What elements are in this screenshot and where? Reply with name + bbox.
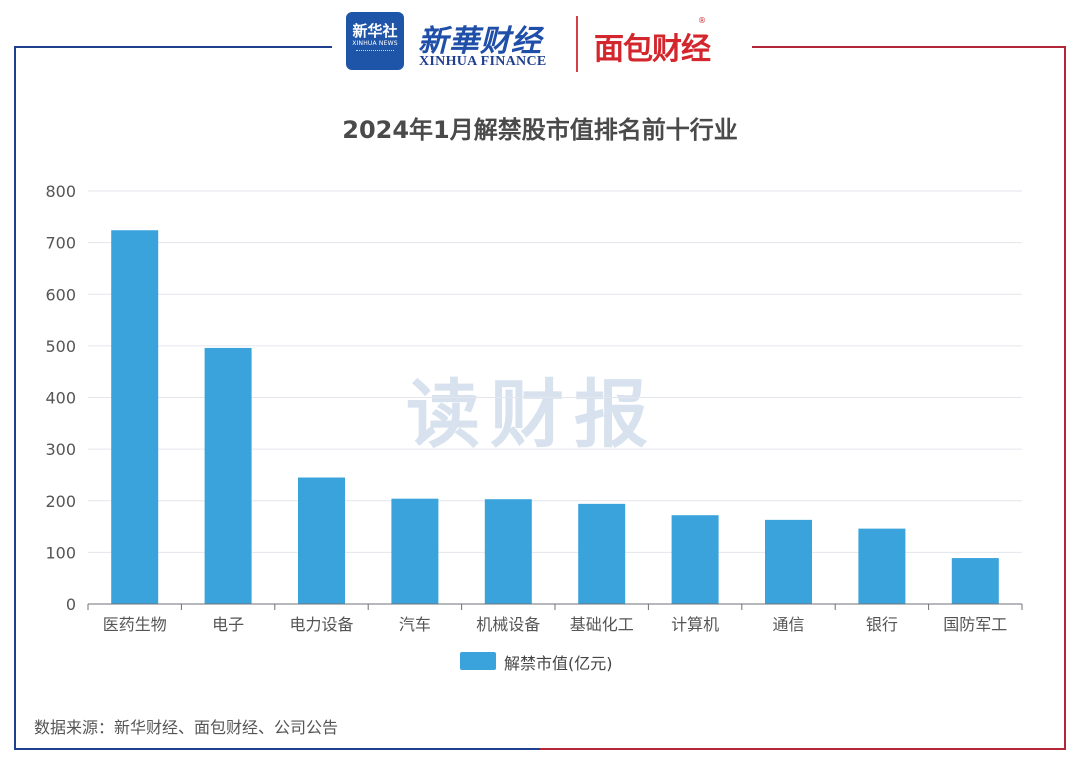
x-category-label: 通信 [772,615,804,634]
legend-swatch [460,652,496,670]
header-logos: 新华社 XINHUA NEWS 新華财经 XINHUA FINANCE 面包财经… [344,10,744,72]
x-category-label: 医药生物 [103,615,167,634]
registered-mark: ® [698,16,706,25]
xinhua-news-logo: 新华社 XINHUA NEWS [346,12,404,70]
y-tick-label: 500 [45,337,76,356]
header-divider [576,16,578,72]
y-tick-label: 400 [45,389,76,408]
mianbao-finance-logo: 面包财经 [594,32,711,67]
y-tick-label: 100 [45,543,76,562]
frame-left-border [14,46,16,750]
bar[interactable] [204,347,252,604]
watermark: 读财报 [406,372,658,458]
bar[interactable] [111,230,159,605]
y-tick-label: 600 [45,285,76,304]
y-tick-label: 200 [45,492,76,511]
x-axis [87,603,1023,610]
legend-label: 解禁市值(亿元) [504,654,613,673]
x-category-label: 电子 [212,615,244,634]
x-category-label: 银行 [866,615,898,634]
data-source-note: 数据来源：新华财经、面包财经、公司公告 [34,718,339,737]
chart-title: 2024年1月解禁股市值排名前十行业 [342,116,738,144]
bar[interactable] [765,519,812,604]
y-tick-label: 300 [45,440,76,459]
x-category-label: 机械设备 [476,615,540,634]
bar[interactable] [951,558,999,604]
bar[interactable] [671,515,719,604]
frame-bottom-right-line [540,748,1066,750]
bar[interactable] [858,528,906,604]
y-tick-label: 700 [45,234,76,253]
xinhua-badge-cn: 新华社 [352,22,398,40]
frame-top-left-line [14,46,332,48]
xinhua-badge-en: XINHUA NEWS [352,40,398,47]
xinhua-finance-cn: 新華财经 [418,24,542,59]
x-category-label: 计算机 [671,615,719,634]
x-axis-labels: 医药生物 电子 电力设备 汽车 机械设备 基础化工 计算机 通信 银行 国防军工 [103,615,1008,634]
bar[interactable] [484,499,532,604]
bar[interactable] [298,477,345,604]
frame-bottom-left-line [14,748,554,750]
frame-right-border [1064,46,1066,750]
network-dots-icon [356,50,394,65]
y-axis-ticks: 0 100 200 300 400 500 600 700 800 [45,182,76,614]
bars [111,230,999,605]
frame-top-right-line [752,46,1066,48]
y-tick-label: 0 [66,595,76,614]
xinhua-finance-en: XINHUA FINANCE [419,54,547,69]
y-tick-label: 800 [45,182,76,201]
bar[interactable] [391,498,439,604]
x-category-label: 基础化工 [570,615,634,634]
x-category-label: 汽车 [399,615,431,634]
x-category-label: 国防军工 [943,615,1007,634]
bar[interactable] [578,503,626,604]
x-category-label: 电力设备 [289,615,353,634]
